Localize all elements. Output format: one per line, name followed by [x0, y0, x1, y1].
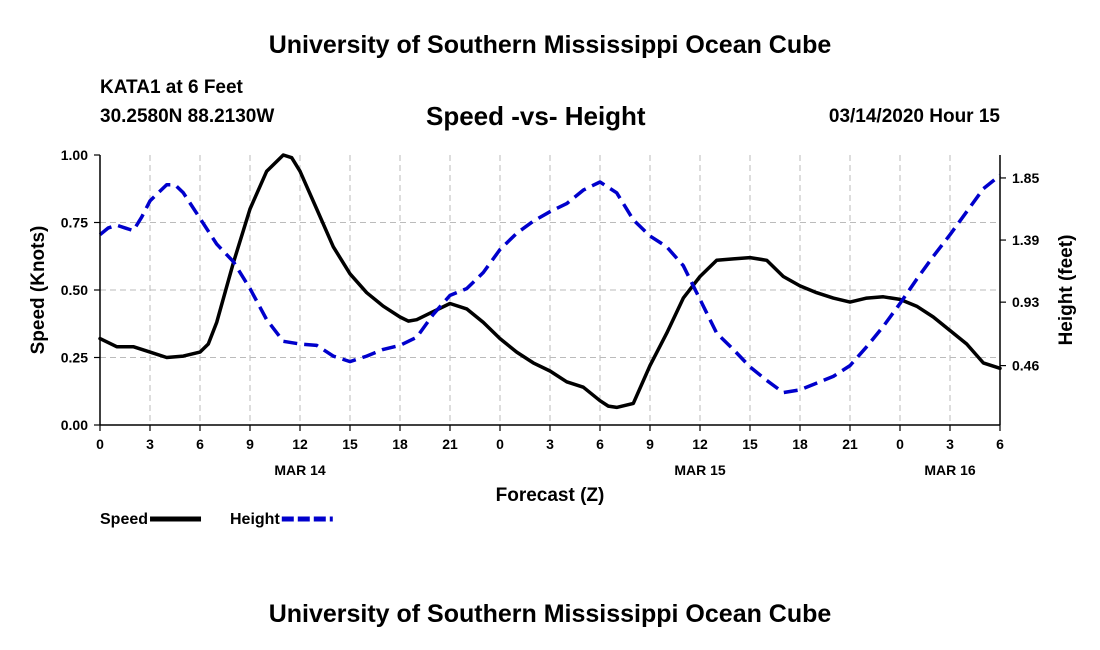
legend-label-speed: Speed [100, 511, 148, 528]
x-tick-label: 15 [342, 436, 358, 452]
x-tick-label: 21 [442, 436, 458, 452]
footer-title: University of Southern Mississippi Ocean… [268, 600, 832, 628]
chart-grid [100, 155, 1000, 425]
y-left-tick-label: 0.00 [61, 417, 88, 433]
chart-labels: 0 3 6 9 12 15 18 21 0 3 6 9 12 15 18 21 0 3 6 0.00 0.25 0.50 0… [28, 147, 1077, 506]
x-tick-label: 0 [496, 436, 504, 452]
y-left-tick-label: 0.50 [61, 282, 88, 298]
forecast-datetime: 03/14/2020 Hour 15 [828, 106, 1000, 127]
x-tick-label: 9 [246, 436, 254, 452]
x-tick-label: 12 [292, 436, 308, 452]
x-tick-label: 12 [692, 436, 708, 452]
y-left-tick-label: 1.00 [61, 147, 88, 163]
x-tick-label: 3 [546, 436, 554, 452]
x-tick-label: 3 [146, 436, 154, 452]
y-right-tick-label: 0.46 [1012, 358, 1039, 374]
y-axis-right-title: Height (feet) [1056, 235, 1077, 346]
y-right-tick-label: 0.93 [1012, 294, 1039, 310]
y-axis-left-title: Speed (Knots) [28, 226, 49, 355]
x-tick-label: 18 [392, 436, 408, 452]
x-tick-label: 15 [742, 436, 758, 452]
station-label: KATA1 at 6 Feet [100, 77, 243, 98]
station-coordinates: 30.2580N 88.2130W [100, 106, 275, 127]
y-left-tick-label: 0.75 [61, 215, 88, 231]
x-tick-label: 21 [842, 436, 858, 452]
x-tick-label: 0 [896, 436, 904, 452]
page-title: University of Southern Mississippi Ocean… [268, 31, 832, 59]
chart-subtitle: Speed -vs- Height [426, 101, 646, 131]
x-tick-label: 6 [996, 436, 1004, 452]
x-tick-label: 6 [596, 436, 604, 452]
x-tick-label: 18 [792, 436, 808, 452]
y-right-tick-label: 1.39 [1012, 232, 1039, 248]
series-line-speed [98, 153, 1002, 410]
chart-series-layer [98, 153, 1002, 410]
x-tick-label: 3 [946, 436, 954, 452]
x-axis-title: Forecast (Z) [496, 485, 605, 506]
series-line-height [98, 173, 1002, 395]
chart-axes [94, 154, 1006, 431]
legend-label-height: Height [230, 511, 280, 528]
date-label: MAR 14 [274, 462, 326, 478]
date-label: MAR 15 [674, 462, 726, 478]
x-tick-label: 0 [96, 436, 104, 452]
y-right-tick-label: 1.85 [1012, 170, 1039, 186]
date-label: MAR 16 [924, 462, 976, 478]
chart-legend: Speed Height [100, 511, 333, 528]
x-tick-label: 6 [196, 436, 204, 452]
y-left-tick-label: 0.25 [61, 350, 88, 366]
x-tick-label: 9 [646, 436, 654, 452]
